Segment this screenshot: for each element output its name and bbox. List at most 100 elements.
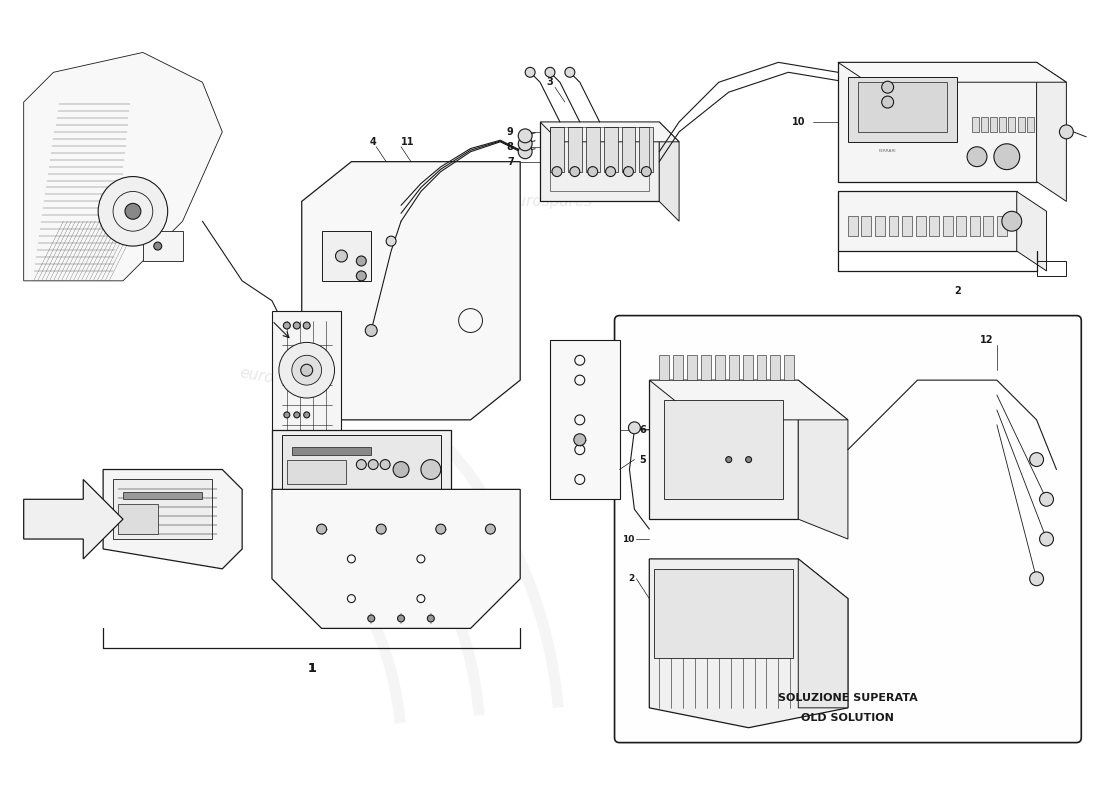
- Circle shape: [397, 615, 405, 622]
- Text: eurospares: eurospares: [507, 194, 593, 209]
- Polygon shape: [848, 216, 858, 236]
- Polygon shape: [915, 216, 925, 236]
- Circle shape: [518, 145, 532, 158]
- Polygon shape: [742, 355, 752, 380]
- Circle shape: [518, 129, 532, 142]
- Circle shape: [544, 67, 556, 78]
- Polygon shape: [143, 231, 183, 261]
- Polygon shape: [861, 216, 871, 236]
- Polygon shape: [784, 355, 794, 380]
- Text: 4: 4: [370, 137, 376, 147]
- Polygon shape: [701, 355, 711, 380]
- Polygon shape: [902, 216, 912, 236]
- Polygon shape: [664, 400, 783, 499]
- Text: 10: 10: [621, 534, 635, 543]
- Circle shape: [882, 82, 893, 93]
- Circle shape: [624, 166, 634, 177]
- Polygon shape: [24, 479, 123, 559]
- Circle shape: [336, 250, 348, 262]
- Polygon shape: [272, 430, 451, 499]
- Circle shape: [284, 412, 289, 418]
- Polygon shape: [688, 355, 697, 380]
- Circle shape: [279, 342, 334, 398]
- Polygon shape: [282, 434, 441, 490]
- Polygon shape: [799, 559, 848, 708]
- Circle shape: [356, 256, 366, 266]
- Polygon shape: [550, 341, 619, 499]
- Polygon shape: [585, 127, 600, 171]
- Polygon shape: [24, 53, 222, 281]
- FancyBboxPatch shape: [615, 315, 1081, 742]
- Polygon shape: [848, 78, 957, 142]
- Polygon shape: [757, 355, 767, 380]
- Polygon shape: [838, 191, 1016, 251]
- Text: 7: 7: [507, 157, 514, 166]
- Polygon shape: [1018, 117, 1024, 132]
- Polygon shape: [103, 470, 242, 569]
- Text: 5: 5: [639, 454, 646, 465]
- Circle shape: [436, 524, 446, 534]
- Circle shape: [628, 422, 640, 434]
- Circle shape: [1030, 453, 1044, 466]
- Circle shape: [587, 166, 597, 177]
- Circle shape: [428, 615, 435, 622]
- Text: 1: 1: [307, 662, 316, 674]
- Polygon shape: [838, 62, 1036, 182]
- Polygon shape: [799, 380, 848, 539]
- Circle shape: [1030, 572, 1044, 586]
- Polygon shape: [649, 380, 848, 420]
- Polygon shape: [770, 355, 780, 380]
- Circle shape: [746, 457, 751, 462]
- Circle shape: [365, 325, 377, 337]
- Text: eurospares: eurospares: [676, 373, 761, 388]
- Polygon shape: [838, 62, 1066, 82]
- Circle shape: [368, 459, 378, 470]
- Text: 2: 2: [628, 574, 635, 583]
- Text: 1: 1: [307, 662, 316, 674]
- Circle shape: [1040, 532, 1054, 546]
- Polygon shape: [997, 216, 1006, 236]
- Polygon shape: [715, 355, 725, 380]
- Polygon shape: [654, 569, 793, 658]
- Text: FERRARI: FERRARI: [879, 149, 896, 153]
- Circle shape: [393, 462, 409, 478]
- Circle shape: [98, 177, 167, 246]
- Polygon shape: [1000, 117, 1006, 132]
- Polygon shape: [659, 355, 669, 380]
- Text: 6: 6: [639, 425, 646, 434]
- Circle shape: [570, 166, 580, 177]
- Polygon shape: [621, 127, 636, 171]
- Circle shape: [125, 203, 141, 219]
- Circle shape: [356, 459, 366, 470]
- Circle shape: [525, 67, 535, 78]
- Polygon shape: [123, 492, 202, 499]
- Circle shape: [292, 355, 321, 385]
- Circle shape: [294, 322, 300, 329]
- Circle shape: [1002, 211, 1022, 231]
- Circle shape: [154, 242, 162, 250]
- Polygon shape: [540, 122, 679, 142]
- Circle shape: [518, 137, 532, 150]
- Polygon shape: [292, 446, 372, 454]
- Circle shape: [1040, 492, 1054, 506]
- Polygon shape: [649, 380, 799, 519]
- Polygon shape: [858, 82, 947, 132]
- Circle shape: [304, 412, 310, 418]
- Polygon shape: [970, 216, 980, 236]
- Text: 8: 8: [507, 142, 514, 152]
- Circle shape: [376, 524, 386, 534]
- Circle shape: [574, 434, 585, 446]
- Text: 2: 2: [954, 286, 960, 296]
- Polygon shape: [981, 117, 988, 132]
- Text: 9: 9: [507, 127, 514, 137]
- Text: eurospares: eurospares: [239, 366, 326, 395]
- Circle shape: [882, 96, 893, 108]
- Circle shape: [317, 524, 327, 534]
- Circle shape: [606, 166, 616, 177]
- Polygon shape: [983, 216, 993, 236]
- Polygon shape: [972, 117, 979, 132]
- Polygon shape: [889, 216, 899, 236]
- Polygon shape: [604, 127, 617, 171]
- Polygon shape: [1036, 62, 1066, 202]
- Polygon shape: [1026, 117, 1034, 132]
